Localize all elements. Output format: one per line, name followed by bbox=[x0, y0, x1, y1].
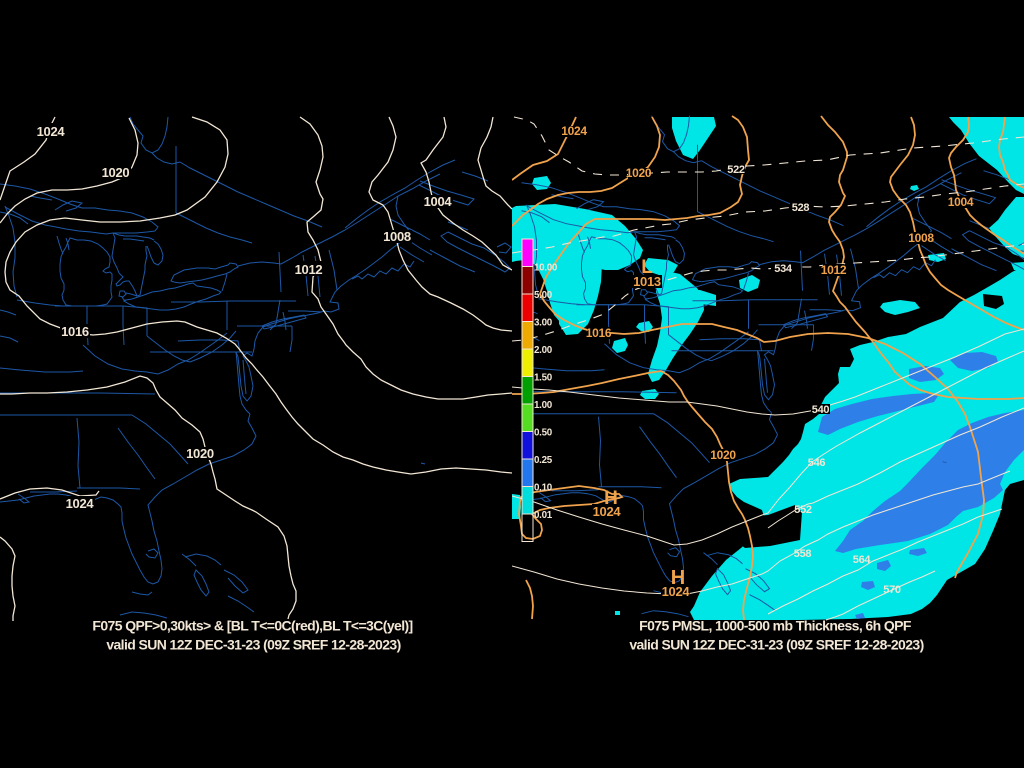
svg-text:570: 570 bbox=[883, 584, 901, 596]
svg-text:1012: 1012 bbox=[295, 262, 323, 277]
svg-text:valid SUN 12Z DEC-31-23 (09Z S: valid SUN 12Z DEC-31-23 (09Z SREF 12-28-… bbox=[106, 637, 400, 653]
svg-text:1020: 1020 bbox=[102, 165, 130, 180]
svg-text:1020: 1020 bbox=[710, 448, 736, 462]
svg-text:558: 558 bbox=[794, 548, 812, 560]
svg-text:528: 528 bbox=[792, 202, 810, 214]
svg-text:H: H bbox=[671, 567, 685, 589]
svg-text:5.00: 5.00 bbox=[534, 290, 553, 301]
svg-text:1024: 1024 bbox=[66, 496, 95, 511]
svg-text:3.00: 3.00 bbox=[534, 318, 553, 329]
svg-text:546: 546 bbox=[808, 457, 826, 469]
svg-text:L: L bbox=[641, 257, 653, 278]
svg-text:1.50: 1.50 bbox=[534, 373, 553, 384]
svg-text:0.50: 0.50 bbox=[534, 428, 553, 439]
svg-text:valid SUN 12Z DEC-31-23 (09Z S: valid SUN 12Z DEC-31-23 (09Z SREF 12-28-… bbox=[629, 637, 923, 653]
svg-text:1013: 1013 bbox=[633, 274, 661, 289]
svg-text:1.00: 1.00 bbox=[534, 400, 553, 411]
svg-text:1008: 1008 bbox=[908, 231, 934, 245]
svg-text:1024: 1024 bbox=[662, 584, 691, 599]
svg-text:0.10: 0.10 bbox=[534, 483, 553, 494]
svg-text:10.00: 10.00 bbox=[534, 263, 558, 274]
svg-text:1004: 1004 bbox=[948, 195, 974, 209]
svg-text:1020: 1020 bbox=[626, 166, 652, 180]
svg-text:564: 564 bbox=[853, 554, 872, 566]
svg-text:1012: 1012 bbox=[821, 263, 847, 277]
svg-text:552: 552 bbox=[794, 504, 812, 516]
svg-text:1024: 1024 bbox=[37, 124, 66, 139]
svg-text:0.25: 0.25 bbox=[534, 455, 553, 466]
svg-text:1004: 1004 bbox=[424, 194, 453, 209]
svg-text:540: 540 bbox=[812, 404, 830, 416]
svg-text:F075 PMSL, 1000-500 mb Thickne: F075 PMSL, 1000-500 mb Thickness, 6h QPF bbox=[639, 618, 912, 634]
svg-text:534: 534 bbox=[774, 263, 793, 275]
svg-text:1020: 1020 bbox=[186, 446, 214, 461]
svg-text:522: 522 bbox=[727, 164, 745, 176]
svg-text:1016: 1016 bbox=[61, 324, 89, 339]
svg-text:H: H bbox=[604, 488, 618, 509]
svg-text:F075 QPF>0,30kts> & [BL T<=0C(: F075 QPF>0,30kts> & [BL T<=0C(red),BL T<… bbox=[92, 618, 412, 634]
svg-text:1024: 1024 bbox=[561, 124, 587, 138]
svg-text:2.00: 2.00 bbox=[534, 345, 553, 356]
svg-text:1016: 1016 bbox=[586, 326, 612, 340]
svg-text:1024: 1024 bbox=[593, 504, 622, 519]
svg-text:0.01: 0.01 bbox=[534, 510, 553, 521]
svg-text:1008: 1008 bbox=[383, 229, 411, 244]
